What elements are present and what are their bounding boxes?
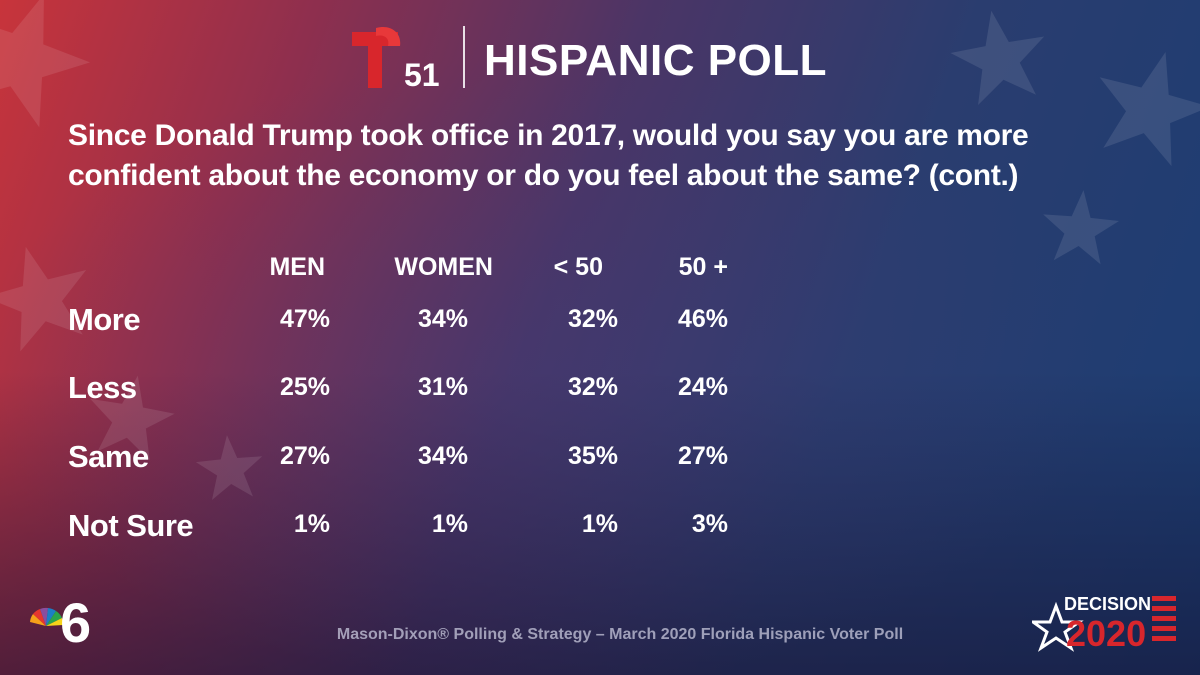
nbc6-logo: 6 bbox=[26, 588, 96, 654]
table-cell: 1% bbox=[293, 510, 330, 538]
poll-question: Since Donald Trump took office in 2017, … bbox=[68, 119, 1029, 192]
poll-title: HISPANIC POLL bbox=[484, 36, 828, 85]
table-cell: 1% bbox=[431, 510, 468, 538]
badge-year: 2020 bbox=[1066, 613, 1146, 652]
source-caption: Mason-Dixon® Polling & Strategy – March … bbox=[336, 626, 904, 643]
row-label: More bbox=[68, 302, 141, 337]
table-cell: 32% bbox=[567, 373, 618, 401]
flag-stripes bbox=[1152, 596, 1176, 641]
telemundo-t-logo: 51 bbox=[352, 26, 440, 93]
decision-2020-star-icon bbox=[1028, 601, 1084, 652]
table-cell: 25% bbox=[279, 373, 330, 401]
column-header: 50 + bbox=[678, 253, 728, 281]
table-cell: 24% bbox=[677, 373, 728, 401]
nbc-peacock-icon: 6 bbox=[30, 591, 91, 654]
decision-2020-badge: DECISION 2020 bbox=[1028, 590, 1182, 654]
logo-divider bbox=[463, 26, 465, 88]
row-label: Not Sure bbox=[68, 508, 194, 543]
table-cell: 47% bbox=[279, 305, 330, 333]
table-cell: 27% bbox=[279, 442, 330, 470]
row-label: Less bbox=[68, 370, 137, 405]
table-cell: 35% bbox=[567, 442, 618, 470]
table-cell: 46% bbox=[677, 305, 728, 333]
row-label: Same bbox=[68, 439, 149, 474]
column-header: < 50 bbox=[553, 253, 603, 281]
station-number: 6 bbox=[60, 591, 91, 648]
table-cell: 3% bbox=[691, 510, 728, 538]
table-cell: 1% bbox=[581, 510, 618, 538]
table-cell: 34% bbox=[417, 305, 468, 333]
column-header: WOMEN bbox=[394, 253, 493, 281]
table-cell: 32% bbox=[567, 305, 618, 333]
table-cell: 31% bbox=[417, 373, 468, 401]
table-cell: 27% bbox=[677, 442, 728, 470]
column-header: MEN bbox=[269, 253, 325, 281]
logo-number: 51 bbox=[404, 57, 440, 90]
telemundo-51-logo: 51 bbox=[350, 24, 450, 93]
table-cell: 34% bbox=[417, 442, 468, 470]
badge-word: DECISION bbox=[1064, 594, 1151, 614]
